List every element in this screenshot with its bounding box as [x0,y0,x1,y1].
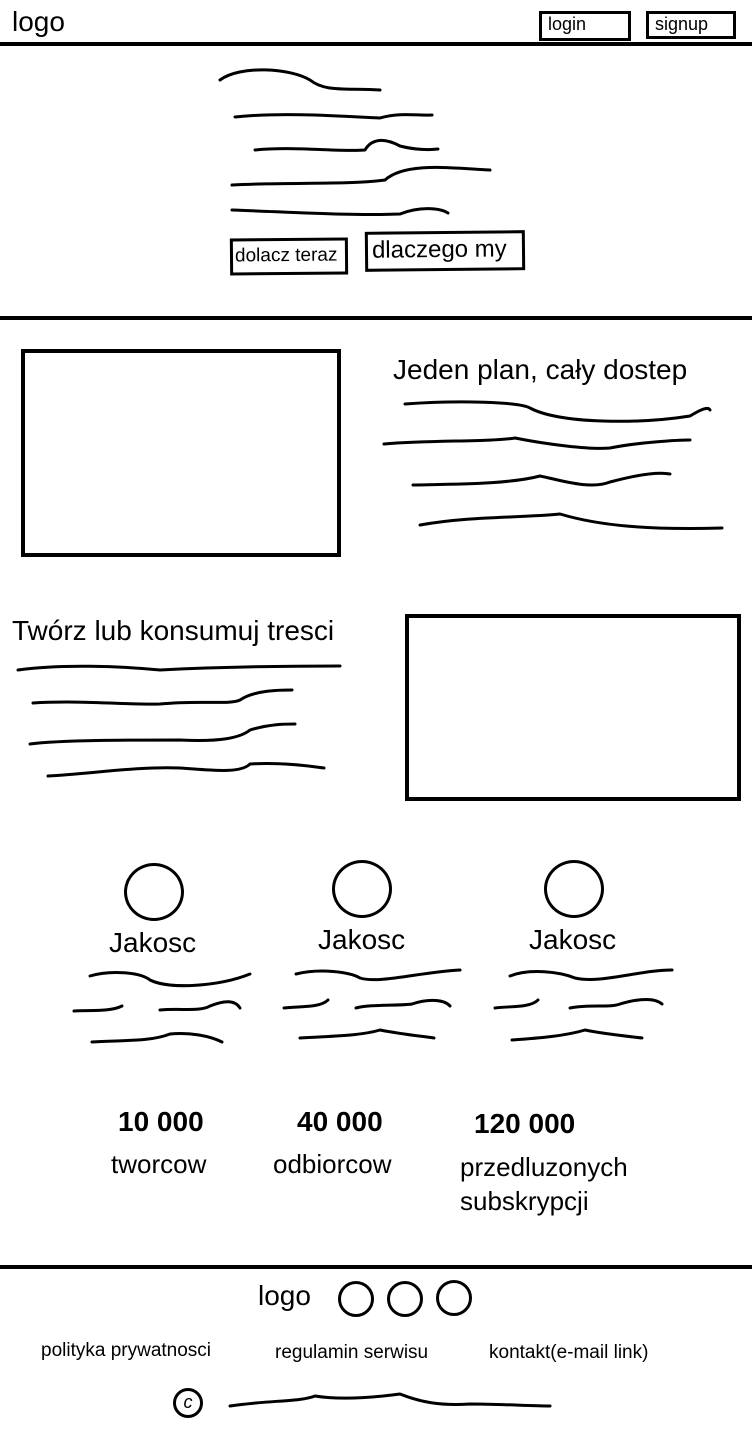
stat-value: 10 000 [118,1106,204,1137]
hero-divider [0,316,752,320]
contact-email-link[interactable]: kontakt(e-mail link) [489,1342,649,1363]
features-text-placeholder [72,968,674,1044]
copyright-symbol: c [183,1392,193,1412]
create-text-placeholder [16,664,342,778]
privacy-policy-link[interactable]: polityka prywatnosci [41,1340,212,1361]
footer-logo[interactable]: logo [258,1280,311,1311]
terms-link[interactable]: regulamin serwisu [275,1342,429,1363]
stat-label: tworcow [111,1149,207,1179]
social-icon[interactable] [436,1280,472,1316]
feature-title: Jakosc [529,924,617,955]
footer-divider [0,1265,752,1269]
login-button[interactable]: login [539,11,631,41]
social-icon[interactable] [338,1281,374,1317]
create-image-placeholder [405,614,741,801]
header-logo[interactable]: logo [12,6,65,37]
copyright-icon: c [173,1388,203,1418]
feature-title: Jakosc [318,924,406,955]
plan-text-placeholder [382,400,724,530]
stat-label: przedluzonych subskrypcji [460,1152,628,1216]
feature-icon [332,860,392,918]
stat-value: 40 000 [297,1106,383,1137]
hero-text-placeholder [218,68,492,217]
plan-image-placeholder [21,349,341,557]
create-heading: Twórz lub konsumuj tresci [12,615,335,646]
feature-icon [544,860,604,918]
signup-button[interactable]: signup [646,11,736,39]
plan-heading: Jeden plan, cały dostep [393,354,688,385]
feature-title: Jakosc [109,927,197,958]
stat-label: odbiorcow [273,1149,392,1179]
stat-value: 120 000 [474,1108,576,1139]
header-divider [0,42,752,46]
social-icon[interactable] [387,1281,423,1317]
feature-icon [124,863,184,921]
